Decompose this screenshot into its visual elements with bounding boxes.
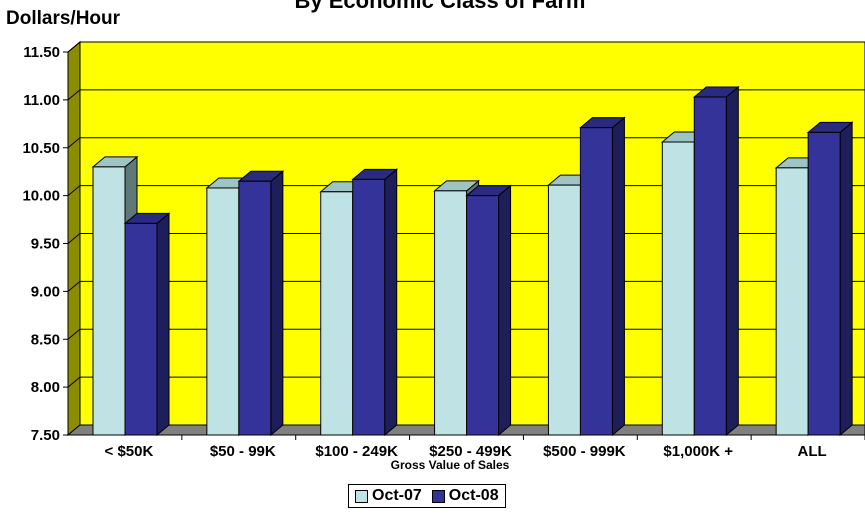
chart-title: By Economic Class of Farm (295, 0, 586, 13)
x-axis-label: Gross Value of Sales (391, 458, 510, 472)
x-tick-label: $50 - 99K (210, 443, 276, 460)
y-tick-label: 10.00 (22, 188, 60, 205)
legend-item-oct-08: Oct-08 (431, 487, 499, 505)
x-tick-label: ALL (797, 443, 826, 460)
y-tick-label: 10.50 (22, 140, 60, 157)
bar-oct-08-5 (692, 85, 740, 437)
legend-item-oct-07: Oct-07 (355, 487, 422, 505)
y-tick-label: 8.50 (31, 331, 60, 348)
x-tick-label: $500 - 999K (543, 443, 626, 460)
x-tick-label: $100 - 249K (315, 443, 398, 460)
legend-swatch-oct-08 (431, 489, 445, 503)
x-tick-label: $1,000K + (663, 443, 733, 460)
gridline (67, 89, 865, 101)
bar-oct-08-6 (806, 121, 854, 437)
y-tick-label: 11.00 (23, 92, 60, 109)
y-axis-label: Dollars/Hour (6, 8, 121, 29)
legend-swatch-oct-07 (355, 489, 368, 503)
legend-label-oct-08: Oct-08 (448, 487, 499, 504)
y-tick-label: 7.50 (31, 427, 60, 444)
bar-oct-08-0 (123, 212, 171, 437)
y-tick-label: 9.00 (31, 283, 60, 300)
legend-label-oct-07: Oct-07 (372, 487, 422, 504)
x-tick-label: < $50K (105, 443, 154, 460)
bar-oct-08-3 (465, 184, 512, 437)
bar-oct-08-4 (579, 116, 626, 437)
y-tick-label: 11.50 (23, 44, 60, 61)
chart-legend: Oct-07 Oct-08 (348, 484, 506, 508)
x-tick-label: $250 - 499K (429, 443, 512, 460)
y-tick-label: 9.50 (31, 236, 60, 253)
y-tick-label: 8.00 (31, 379, 60, 396)
gridline (67, 41, 865, 53)
bar-oct-08-2 (351, 168, 399, 437)
bar-oct-08-1 (237, 170, 285, 437)
